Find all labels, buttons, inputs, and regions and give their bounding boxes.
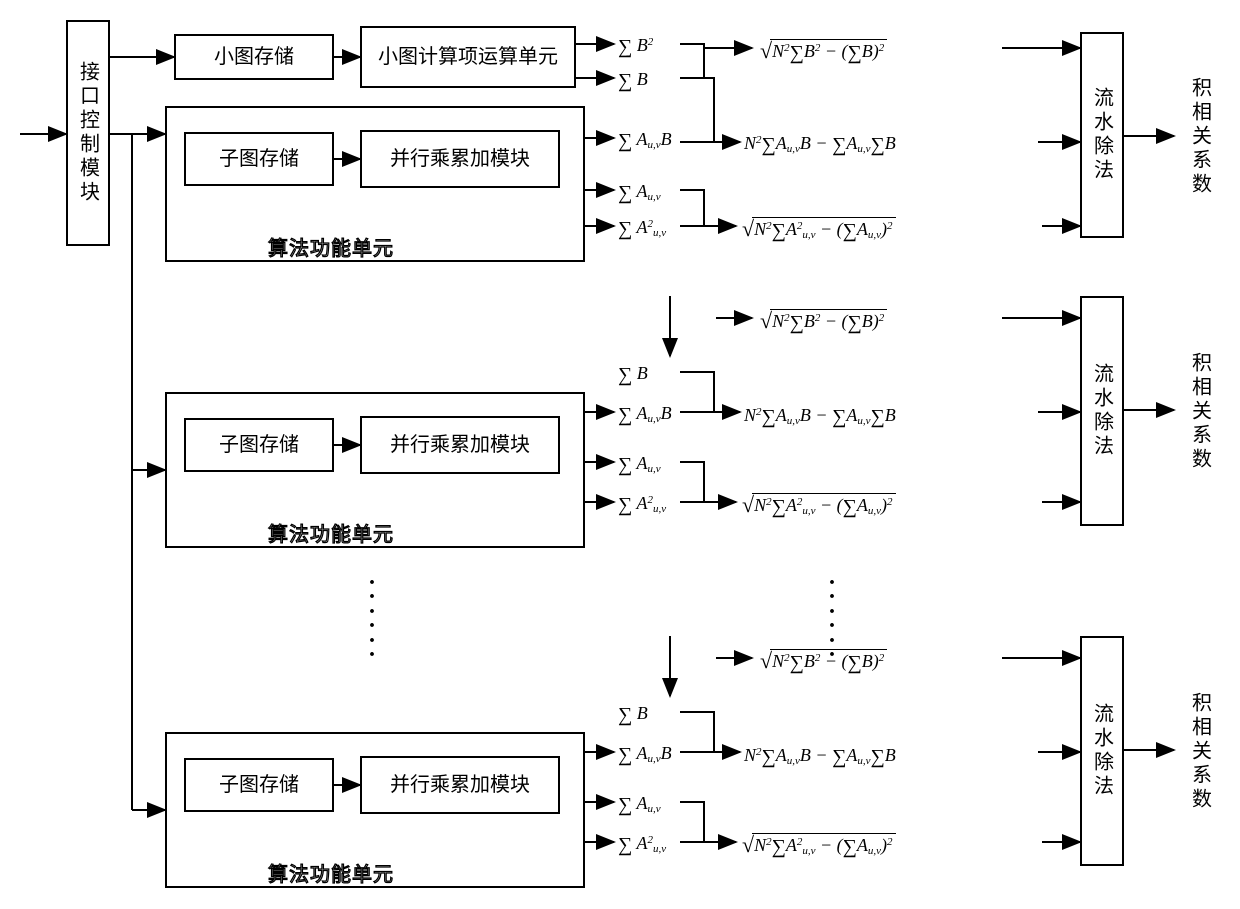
mid-formula-1: N2∑Au,vB − ∑Au,v∑B: [744, 132, 896, 155]
sub-storage-box-2: 子图存储: [184, 418, 334, 472]
sum-b2-1: ∑ B2: [618, 34, 653, 57]
output-box-3: 积相关系数: [1178, 654, 1222, 850]
mac-box-2: 并行乘累加模块: [360, 416, 560, 474]
small-image-compute-box: 小图计算项运算单元: [360, 26, 576, 88]
small-image-storage-box: 小图存储: [174, 34, 334, 80]
pipeline-div-label-3: 流水除法: [1088, 703, 1117, 799]
small-image-storage-label: 小图存储: [214, 44, 294, 70]
output-label-3: 积相关系数: [1186, 692, 1215, 812]
sub-storage-label-3: 子图存储: [219, 772, 299, 798]
sub-storage-label-2: 子图存储: [219, 432, 299, 458]
vdots-left: ······: [368, 576, 376, 662]
mac-label-3: 并行乘累加模块: [390, 772, 530, 798]
sqrt-b-2: √N2∑B2 − (∑B)2: [760, 308, 887, 334]
sqrt-b-1: √N2∑B2 − (∑B)2: [760, 38, 887, 64]
sum-a2-1: ∑ A2u,v: [618, 216, 666, 239]
sum-a-3: ∑ Au,v: [618, 792, 661, 815]
sqrt-a-2: √N2∑A2u,v − (∑Au,v)2: [742, 492, 896, 518]
sum-ab-2: ∑ Au,vB: [618, 402, 672, 425]
sum-ab-3: ∑ Au,vB: [618, 742, 672, 765]
sub-storage-box-1: 子图存储: [184, 132, 334, 186]
sum-b-3: ∑ B: [618, 702, 648, 725]
sum-b-1: ∑ B: [618, 68, 648, 91]
algo-unit-label-2: 算法功能单元: [268, 518, 394, 547]
sum-a2-2: ∑ A2u,v: [618, 492, 666, 515]
sum-a-1: ∑ Au,v: [618, 180, 661, 203]
output-label-2: 积相关系数: [1186, 352, 1215, 472]
mac-label-1: 并行乘累加模块: [390, 146, 530, 172]
sqrt-a-3: √N2∑A2u,v − (∑Au,v)2: [742, 832, 896, 858]
mac-box-1: 并行乘累加模块: [360, 130, 560, 188]
algo-unit-label-1: 算法功能单元: [268, 232, 394, 261]
pipeline-div-label-1: 流水除法: [1088, 87, 1117, 183]
sum-a-2: ∑ Au,v: [618, 452, 661, 475]
mac-label-2: 并行乘累加模块: [390, 432, 530, 458]
output-box-2: 积相关系数: [1178, 314, 1222, 510]
output-box-1: 积相关系数: [1178, 46, 1222, 228]
sub-storage-label-1: 子图存储: [219, 146, 299, 172]
sum-ab-1: ∑ Au,vB: [618, 128, 672, 151]
sum-b-2: ∑ B: [618, 362, 648, 385]
interface-module-label: 接口控制模块: [74, 61, 103, 205]
interface-module-box: 接口控制模块: [66, 20, 110, 246]
mac-box-3: 并行乘累加模块: [360, 756, 560, 814]
mid-formula-3: N2∑Au,vB − ∑Au,v∑B: [744, 744, 896, 767]
sum-a2-3: ∑ A2u,v: [618, 832, 666, 855]
output-label-1: 积相关系数: [1186, 77, 1215, 197]
pipeline-div-box-3: 流水除法: [1080, 636, 1124, 866]
algo-unit-label-3: 算法功能单元: [268, 858, 394, 887]
pipeline-div-label-2: 流水除法: [1088, 363, 1117, 459]
sqrt-a-1: √N2∑A2u,v − (∑Au,v)2: [742, 216, 896, 242]
small-image-compute-label: 小图计算项运算单元: [378, 44, 558, 70]
pipeline-div-box-1: 流水除法: [1080, 32, 1124, 238]
pipeline-div-box-2: 流水除法: [1080, 296, 1124, 526]
sqrt-b-3: √N2∑B2 − (∑B)2: [760, 648, 887, 674]
sub-storage-box-3: 子图存储: [184, 758, 334, 812]
mid-formula-2: N2∑Au,vB − ∑Au,v∑B: [744, 404, 896, 427]
